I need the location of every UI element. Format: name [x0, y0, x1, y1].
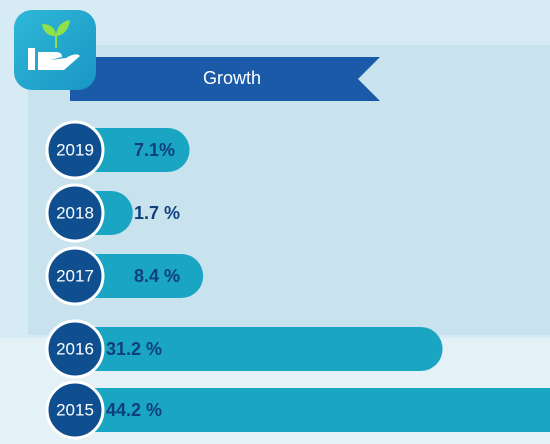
chart-title: Growth: [203, 68, 261, 88]
data-label: 1.7 %: [134, 203, 180, 223]
ribbon: [70, 57, 380, 101]
y-tick-label: 2015: [56, 400, 94, 419]
year-badge: [45, 246, 105, 306]
year-badge: [45, 120, 105, 180]
bar: [65, 327, 443, 371]
y-tick-label: 2018: [56, 203, 94, 222]
data-label: 44.2 %: [106, 400, 162, 420]
data-label: 8.4 %: [134, 266, 180, 286]
y-tick-label: 2016: [56, 339, 94, 358]
bar: [65, 388, 550, 432]
data-label: 31.2 %: [106, 339, 162, 359]
icon: [28, 20, 80, 70]
y-tick-label: 2017: [56, 266, 94, 285]
year-badge: [45, 380, 105, 440]
year-badge: [45, 183, 105, 243]
y-tick-label: 2019: [56, 140, 94, 159]
year-badge: [45, 319, 105, 379]
data-label: 7.1%: [134, 140, 175, 160]
icon-box: [14, 10, 96, 90]
